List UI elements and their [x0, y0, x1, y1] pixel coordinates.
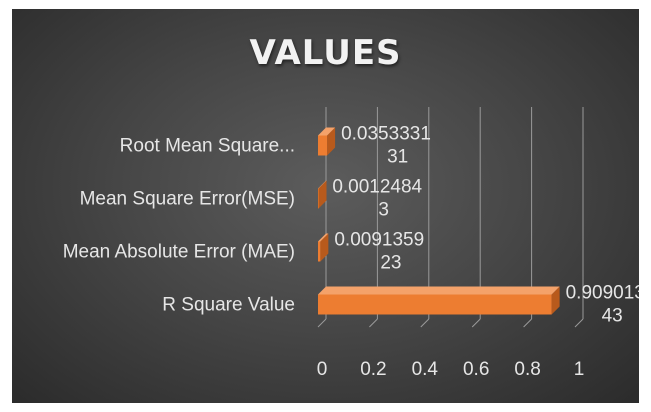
- bar-side: [551, 286, 560, 315]
- bar-top: [318, 180, 327, 189]
- bar-side: [327, 127, 336, 156]
- floor-gridline: [369, 318, 378, 328]
- data-label: 0.0091359: [334, 230, 424, 251]
- data-label-continued: 31: [387, 147, 408, 168]
- x-tick-label: 1: [574, 359, 585, 380]
- bar-side: [318, 180, 327, 209]
- bar-chart: 0 0.2 0.4 0.6 0.8 1 Root Mean Square... 0.03533…: [63, 107, 639, 380]
- bar-top: [318, 233, 329, 242]
- x-tick-label: 0.6: [463, 359, 489, 380]
- bar-top: [318, 286, 560, 295]
- data-label-continued: 43: [602, 306, 623, 327]
- floor-gridline: [523, 318, 532, 328]
- chart-frame: VALUES 0 0.2 0.4 0.6 0.8 1 Root Mean Square...…: [12, 9, 639, 403]
- floor-gridline: [574, 318, 584, 328]
- data-label-continued: 23: [380, 253, 401, 274]
- category-label: Mean Square Error(MSE): [80, 189, 295, 210]
- bar: [318, 188, 319, 209]
- x-tick-label: 0.2: [360, 359, 386, 380]
- data-label: 0.0012484: [332, 177, 422, 198]
- bar-side: [320, 233, 329, 262]
- chart-title: VALUES: [249, 33, 402, 73]
- bar: [318, 294, 552, 315]
- bar: [318, 135, 328, 156]
- data-label: 0.0353331: [341, 124, 431, 145]
- floor-gridline: [471, 318, 481, 328]
- floor-gridline: [317, 318, 327, 328]
- bar-top: [318, 127, 336, 136]
- x-tick-label: 0.8: [514, 359, 540, 380]
- x-tick-label: 0.4: [412, 359, 439, 380]
- data-label-continued: 3: [378, 200, 389, 221]
- floor-gridline: [420, 318, 430, 328]
- bar: [318, 241, 321, 262]
- category-label: R Square Value: [162, 295, 295, 316]
- x-tick-label: 0: [317, 359, 328, 380]
- data-label: 0.9090130: [566, 283, 639, 304]
- category-label: Root Mean Square...: [120, 136, 295, 157]
- category-label: Mean Absolute Error (MAE): [63, 242, 295, 263]
